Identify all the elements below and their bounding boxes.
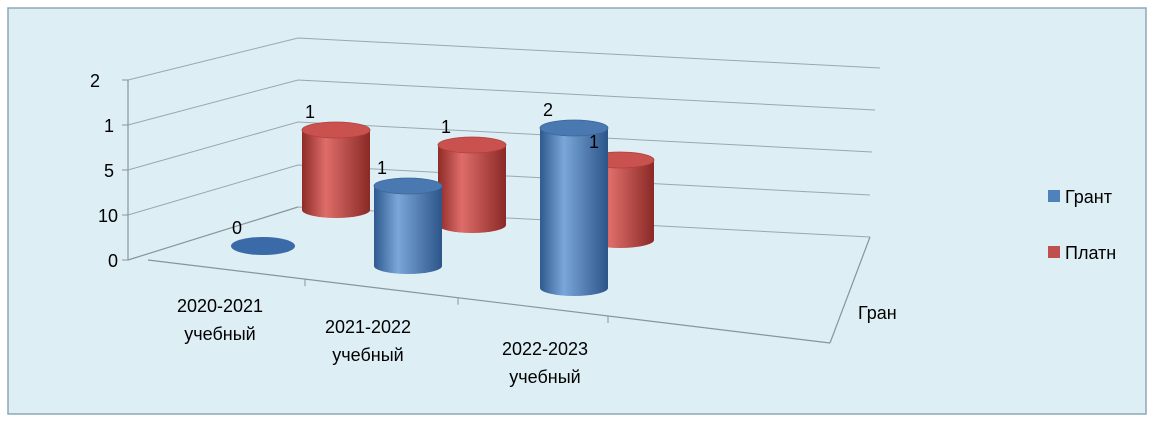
x-category-label: 2021-2022 [325,317,411,337]
cylinder-top [373,177,443,195]
gridline [127,164,871,216]
depth-axis-label: Гран [858,303,897,323]
y-tick-label: 10 [98,206,118,226]
bar-grant-1 [373,177,443,274]
cylinder-top [539,119,609,137]
cylinder-body [540,128,608,296]
y-tick-label: 0 [108,251,118,271]
legend: Грант Платн [1048,187,1116,263]
left-floor-edge [127,206,299,261]
legend-label: Грант [1065,187,1112,207]
y-tick-label: 1 [104,116,114,136]
data-label: 1 [377,158,387,178]
bar-grant-0 [231,237,295,255]
cylinder-body [438,145,506,233]
cylinder-top [437,136,507,154]
bar-grant-2 [539,119,609,296]
y-tick-label: 5 [104,161,114,181]
legend-swatch [1048,246,1060,258]
x-category-label: учебный [332,345,403,365]
data-label: 1 [589,132,599,152]
cylinder-flat [231,237,295,255]
y-tick-label: 2 [90,71,100,91]
bar-paid-0 [301,121,371,218]
data-label: 1 [305,102,315,122]
cylinder-top [301,121,371,139]
gridline [127,79,876,126]
bar-paid-1 [437,136,507,233]
depth-axis-line [829,236,871,344]
gridline [127,37,881,81]
legend-label: Платн [1065,243,1116,263]
data-label: 1 [441,117,451,137]
axes [122,79,871,344]
x-category-label: учебный [509,367,580,387]
cylinder-body [374,186,442,274]
x-category-label: 2020-2021 [177,296,263,316]
x-axis-line [147,259,831,344]
gridline [127,121,873,171]
x-category-label: 2022-2023 [502,339,588,359]
bars [231,119,655,296]
cylinder-body [302,130,370,218]
data-label: 0 [232,218,242,238]
data-label: 2 [543,100,553,120]
legend-swatch [1048,190,1060,202]
x-category-label: учебный [184,324,255,344]
